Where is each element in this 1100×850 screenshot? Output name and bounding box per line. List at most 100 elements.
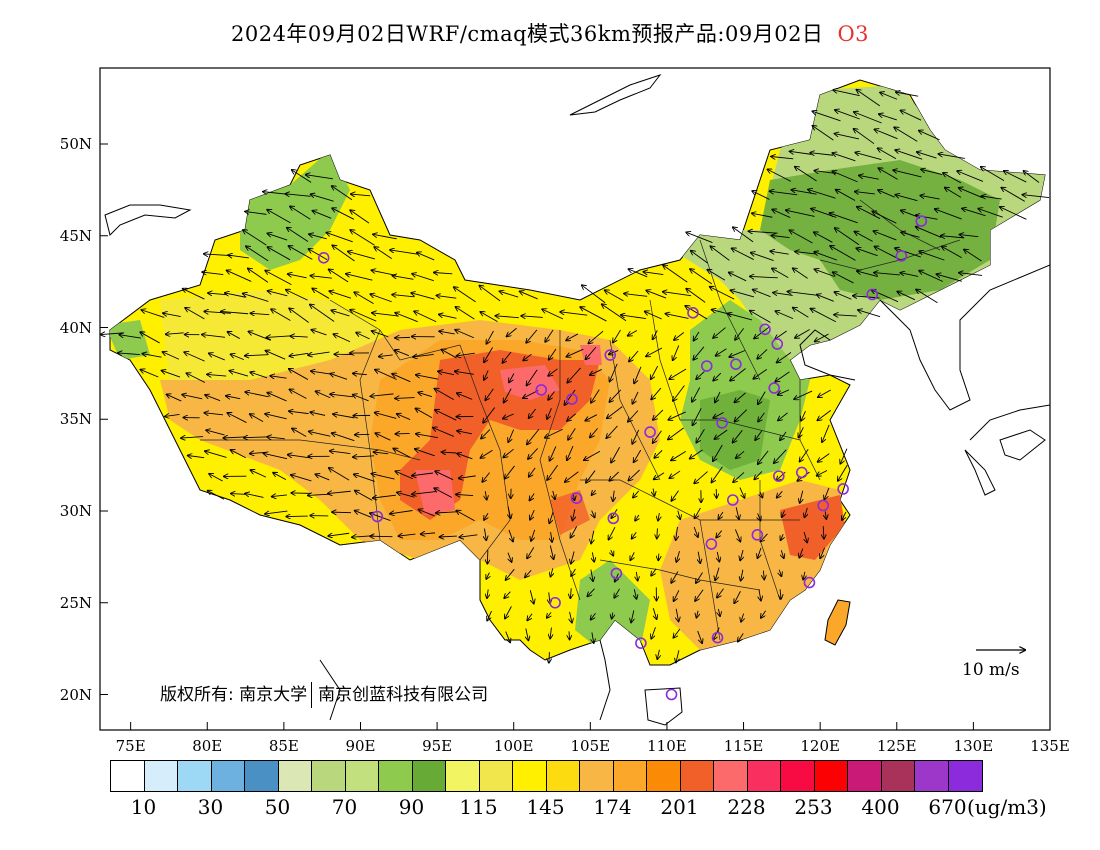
wind-arrow — [668, 427, 684, 440]
wind-arrow — [265, 414, 287, 420]
wind-arrow — [504, 388, 512, 403]
wind-arrow — [740, 550, 743, 560]
wind-arrow — [267, 247, 291, 261]
wind-arrow — [710, 287, 735, 300]
region-northchina-darkgreen — [700, 390, 770, 470]
wind-arrow — [141, 310, 165, 318]
wind-arrow — [442, 452, 457, 453]
wind-arrow — [694, 331, 700, 341]
wind-arrow — [353, 395, 369, 402]
wind-arrow — [354, 474, 375, 482]
wind-arrow — [227, 413, 247, 423]
wind-arrow — [835, 110, 860, 120]
wind-arrow — [794, 390, 813, 399]
colorbar-swatch — [814, 761, 848, 791]
wind-arrow — [482, 472, 490, 482]
wind-arrow — [663, 265, 688, 283]
wind-arrow — [658, 513, 659, 520]
wind-arrow — [835, 134, 860, 140]
wind-arrow — [350, 310, 377, 322]
copyright-separator — [311, 682, 313, 708]
wind-arrow — [331, 310, 350, 317]
colorbar-tick-label: 670 — [928, 795, 967, 819]
wind-arrow — [310, 276, 332, 279]
station-marker — [317, 251, 330, 264]
wind-arrow — [607, 406, 623, 419]
colorbar-tick-label: 228 — [727, 795, 766, 819]
wind-arrow — [781, 550, 783, 558]
station-marker — [711, 631, 724, 644]
wind-arrow — [549, 348, 557, 360]
wind-arrow — [329, 269, 349, 283]
wind-arrow — [250, 372, 268, 379]
wind-arrow — [245, 493, 264, 498]
wind-arrow — [564, 389, 576, 405]
wind-arrow — [780, 589, 781, 599]
wind-arrow — [265, 510, 288, 514]
wind-arrow — [686, 232, 713, 243]
wind-arrow — [502, 351, 512, 363]
station-marker — [817, 499, 830, 512]
wind-arrow — [311, 194, 334, 202]
wind-arrow — [917, 152, 937, 159]
wind-arrow — [330, 394, 354, 397]
wind-arrow — [696, 371, 705, 380]
wind-arrow — [479, 286, 501, 302]
lon-tick-label: 100E — [493, 737, 534, 755]
wind-arrow — [505, 465, 515, 479]
wind-arrow — [395, 471, 414, 480]
wind-arrow — [713, 327, 726, 338]
wind-arrow — [231, 450, 246, 459]
wind-arrow — [228, 332, 240, 339]
wind-arrow — [803, 571, 805, 580]
region-red-coast — [780, 495, 845, 560]
wind-arrow — [657, 649, 659, 659]
colorbar-swatch — [714, 761, 748, 791]
copyright-org-2: 南京创蓝科技有限公司 — [318, 685, 489, 705]
wind-arrow — [822, 424, 830, 442]
wind-arrow — [817, 470, 828, 475]
station-marker — [837, 483, 849, 495]
wind-arrow — [411, 293, 435, 300]
map-title: 2024年09月02日WRF/cmaq模式36km预报产品:09月02日 O3 — [0, 18, 1100, 48]
wind-arrow — [804, 531, 807, 542]
wind-arrow — [673, 385, 685, 401]
wind-arrow — [634, 449, 642, 462]
wind-arrow — [760, 533, 768, 542]
wind-arrow — [455, 330, 475, 339]
wind-arrow — [531, 529, 536, 541]
wind-arrow — [457, 353, 475, 356]
wind-arrow — [782, 510, 785, 517]
lon-tick-label: 95E — [422, 737, 453, 755]
wind-arrow — [419, 510, 435, 517]
wind-arrow — [758, 412, 765, 422]
station-marker — [570, 492, 583, 504]
wind-arrow — [272, 495, 287, 497]
wind-arrow — [267, 437, 285, 439]
colorbar-tick-label: 145 — [526, 795, 565, 819]
wind-arrow — [854, 112, 882, 124]
wind-arrow — [332, 512, 352, 513]
wind-arrow — [206, 430, 225, 436]
colorbar-tick-label: 201 — [660, 795, 699, 819]
wind-arrow — [879, 168, 898, 180]
wind-arrow — [716, 348, 727, 356]
taiwan-island — [824, 599, 851, 646]
wind-arrow — [611, 446, 621, 462]
wind-arrow — [227, 270, 252, 282]
wind-arrow — [715, 567, 720, 581]
lon-tick-label: 135E — [1030, 737, 1070, 755]
wind-arrow — [840, 448, 848, 464]
wind-arrow — [800, 490, 803, 503]
wind-arrow — [315, 474, 330, 481]
wind-arrow — [140, 332, 160, 344]
wind-arrow — [527, 613, 533, 621]
wind-arrow — [859, 175, 879, 180]
wind-arrow — [646, 347, 663, 356]
wind-arrow — [508, 429, 515, 442]
wind-arrow — [978, 209, 1003, 218]
wind-arrow — [527, 428, 540, 444]
wind-arrow — [398, 534, 416, 536]
wind-arrow — [653, 409, 664, 420]
wind-arrow — [441, 350, 457, 359]
